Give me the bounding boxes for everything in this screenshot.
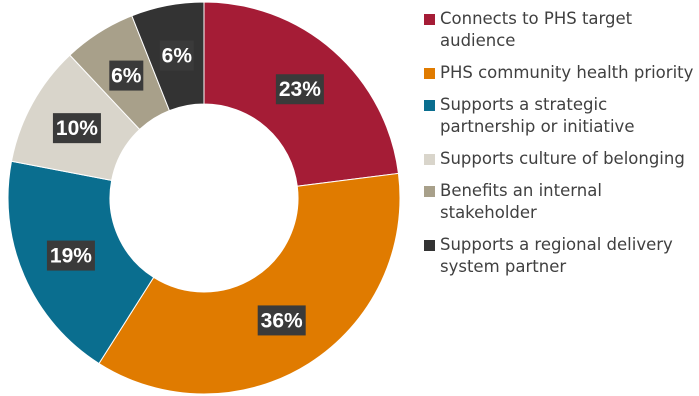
data-label: 36% [257, 305, 306, 336]
data-label-box [109, 60, 144, 91]
data-label: 19% [46, 240, 95, 271]
data-label: 23% [275, 74, 324, 105]
legend-swatch [424, 154, 435, 165]
legend-swatch [424, 240, 435, 251]
legend-label: Supports a strategic partnership or init… [440, 95, 635, 136]
data-label-box [257, 305, 306, 336]
chart-legend: Connects to PHS target audience PHS commu… [424, 8, 699, 288]
legend-item: Supports a regional delivery system part… [424, 234, 699, 278]
data-label-text: 6% [162, 45, 193, 68]
data-label-text: 10% [56, 117, 98, 140]
data-label-box [275, 74, 324, 105]
legend-item: Supports a strategic partnership or init… [424, 94, 699, 138]
legend-label: Supports a regional delivery system part… [440, 235, 673, 276]
data-label: 10% [52, 113, 101, 144]
data-label-text: 23% [279, 78, 321, 101]
data-label-box [52, 113, 101, 144]
data-label: 6% [109, 60, 144, 91]
legend-item: Connects to PHS target audience [424, 8, 699, 52]
data-label: 6% [159, 40, 194, 71]
legend-label: Benefits an internal stakeholder [440, 181, 602, 222]
data-label-text: 36% [261, 309, 303, 332]
donut-chart-svg: 23% 36% 19% 10% 6% 6% [7, 1, 401, 395]
legend-label: Connects to PHS target audience [440, 9, 633, 50]
legend-swatch [424, 68, 435, 79]
data-label-box [159, 40, 194, 71]
data-label-text: 19% [50, 245, 92, 268]
donut-slice [98, 172, 401, 395]
legend-swatch [424, 14, 435, 25]
legend-item: Benefits an internal stakeholder [424, 180, 699, 224]
legend-item: PHS community health priority [424, 62, 699, 84]
legend-swatch [424, 100, 435, 111]
data-label-box [46, 240, 95, 271]
legend-label: PHS community health priority [440, 63, 694, 82]
legend-label: Supports culture of belonging [440, 149, 685, 168]
data-label-text: 6% [111, 65, 142, 88]
legend-item: Supports culture of belonging [424, 148, 699, 170]
legend-swatch [424, 186, 435, 197]
donut-chart: 23% 36% 19% 10% 6% 6% [7, 1, 401, 395]
